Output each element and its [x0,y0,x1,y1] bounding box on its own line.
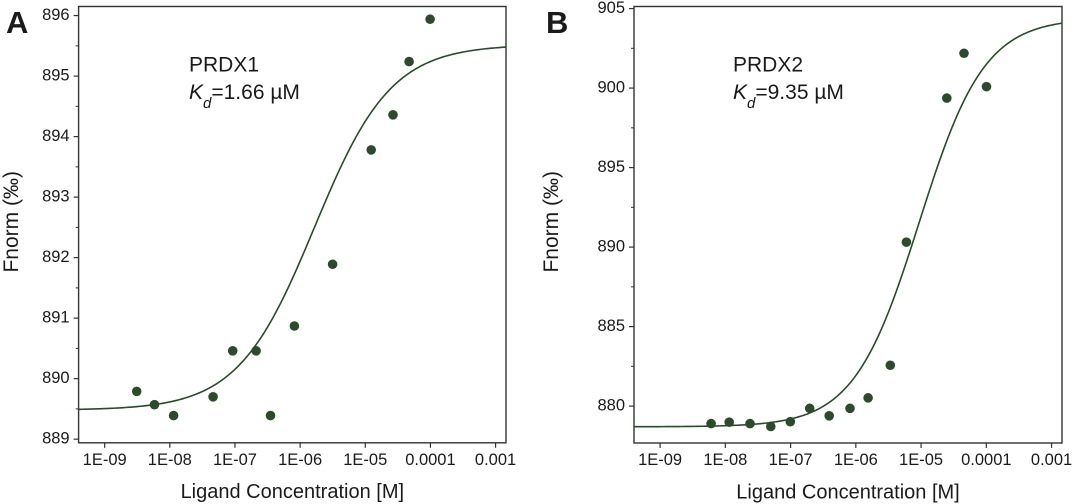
svg-text:893: 893 [42,188,70,206]
svg-text:1E-09: 1E-09 [83,451,127,469]
svg-text:A: A [6,5,28,40]
svg-text:1E-06: 1E-06 [834,451,878,469]
svg-text:Fnorm (‰): Fnorm (‰) [0,171,23,273]
svg-text:1E-08: 1E-08 [703,451,747,469]
svg-text:PRDX2: PRDX2 [733,53,803,76]
svg-text:896: 896 [42,6,70,24]
svg-text:0.0001: 0.0001 [405,451,455,469]
svg-text:894: 894 [42,127,70,145]
svg-text:1E-07: 1E-07 [213,451,257,469]
svg-text:892: 892 [42,248,70,266]
svg-text:1E-07: 1E-07 [769,451,813,469]
svg-text:890: 890 [597,238,625,256]
svg-text:B: B [546,5,568,40]
svg-text:880: 880 [597,397,625,415]
svg-text:0.001: 0.001 [475,451,516,469]
svg-text:1E-05: 1E-05 [899,451,943,469]
svg-text:905: 905 [597,0,625,17]
svg-text:890: 890 [42,369,70,387]
svg-text:895: 895 [597,158,625,176]
svg-text:1E-06: 1E-06 [278,451,322,469]
svg-text:0.001: 0.001 [1031,451,1072,469]
svg-text:1E-09: 1E-09 [638,451,682,469]
svg-text:Ligand Concentration [M]: Ligand Concentration [M] [736,481,959,503]
svg-text:891: 891 [42,309,70,327]
svg-text:1E-08: 1E-08 [148,451,192,469]
svg-text:900: 900 [597,79,625,97]
svg-text:Kd=1.66 µM: Kd=1.66 µM [189,81,300,112]
svg-text:889: 889 [42,430,70,448]
svg-text:Kd=9.35 µM: Kd=9.35 µM [733,81,844,112]
svg-text:1E-05: 1E-05 [343,451,387,469]
svg-text:PRDX1: PRDX1 [189,53,259,76]
svg-text:885: 885 [597,317,625,335]
svg-text:Ligand Concentration [M]: Ligand Concentration [M] [181,481,404,503]
svg-text:0.0001: 0.0001 [961,451,1011,469]
svg-text:895: 895 [42,67,70,85]
svg-text:Fnorm (‰): Fnorm (‰) [540,171,563,273]
